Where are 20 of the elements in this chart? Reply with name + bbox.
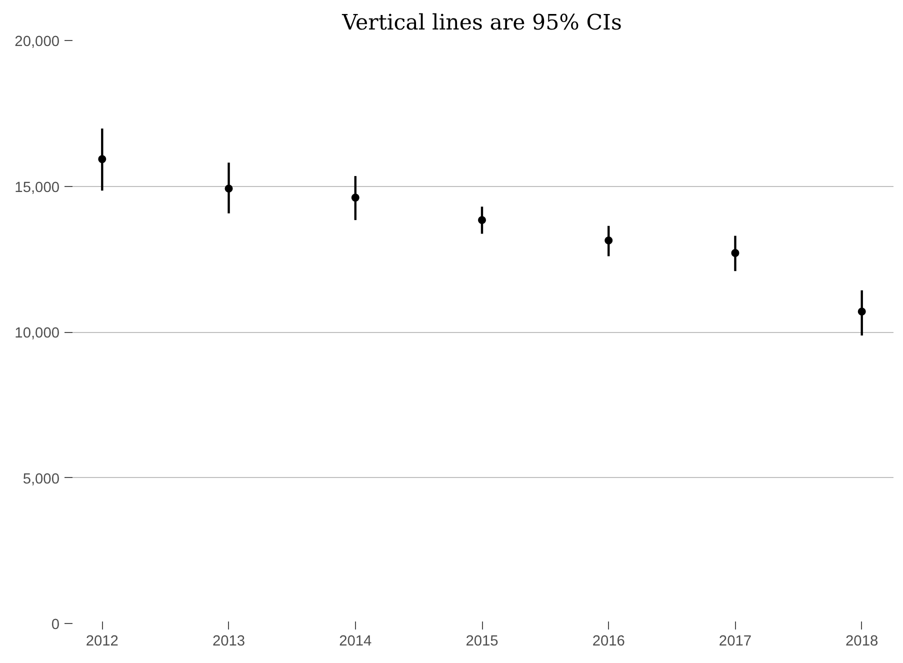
x-tick-label: 2014 bbox=[339, 634, 372, 650]
y-tick-label: 5,000 bbox=[22, 471, 60, 488]
point bbox=[478, 216, 486, 224]
point bbox=[98, 155, 106, 164]
point bbox=[351, 194, 360, 202]
x-tick-label: 2013 bbox=[212, 634, 246, 650]
x-tick-label: 2012 bbox=[86, 634, 118, 650]
x-tick-label: 2016 bbox=[592, 634, 625, 650]
x-tick-label: 2017 bbox=[718, 634, 752, 650]
y-tick-label: 20,000 bbox=[14, 34, 60, 50]
y-tick-label: 0 bbox=[51, 617, 60, 633]
point bbox=[858, 308, 866, 316]
chart-title: Vertical lines are 95% CIs bbox=[341, 10, 622, 36]
x-tick-label: 2018 bbox=[846, 634, 878, 650]
point bbox=[604, 236, 613, 244]
x-tick-label: 2015 bbox=[466, 634, 498, 650]
point bbox=[224, 184, 233, 193]
point bbox=[731, 249, 740, 257]
y-tick-label: 10,000 bbox=[14, 326, 60, 342]
y-tick-label: 15,000 bbox=[14, 180, 60, 196]
